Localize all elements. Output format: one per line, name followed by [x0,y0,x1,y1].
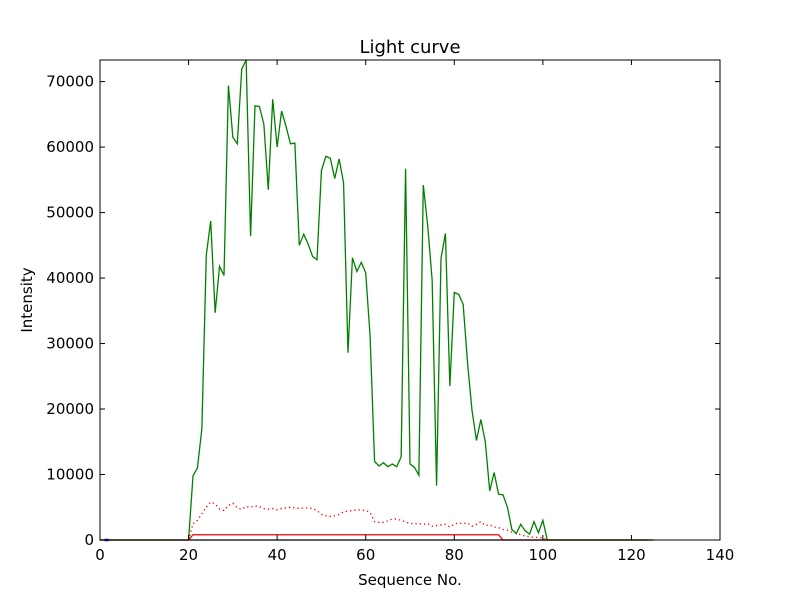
plot-frame [99,59,721,541]
tick-layer: 0 20 40 60 80 100 120 140 0 10000 20000 30000 40000 5… [46,60,734,564]
y-tick-label: 10000 [46,466,94,484]
y-tick-label: 30000 [46,335,94,353]
x-tick-label: 0 [95,546,105,564]
x-tick-label: 140 [706,546,735,564]
chart-title: Light curve [359,37,460,58]
x-tick-label: 40 [268,546,287,564]
x-tick-label: 60 [356,546,375,564]
y-tick-label: 50000 [46,204,94,222]
y-tick-label: 40000 [46,269,94,287]
x-axis-label: Sequence No. [358,571,462,589]
series-line-green [100,59,654,541]
y-axis-label: Intensity [18,267,36,332]
y-tick-label: 20000 [46,400,94,418]
x-tick-label: 20 [179,546,198,564]
series-line-red-solid [100,534,654,541]
y-tick-label: 70000 [46,73,94,91]
series-line-red-dotted [187,501,548,541]
x-tick-label: 120 [617,546,646,564]
x-tick-label: 100 [529,546,558,564]
x-tick-label: 80 [445,546,464,564]
series-layer [100,59,654,542]
y-tick-label: 0 [84,531,94,549]
y-tick-label: 60000 [46,138,94,156]
